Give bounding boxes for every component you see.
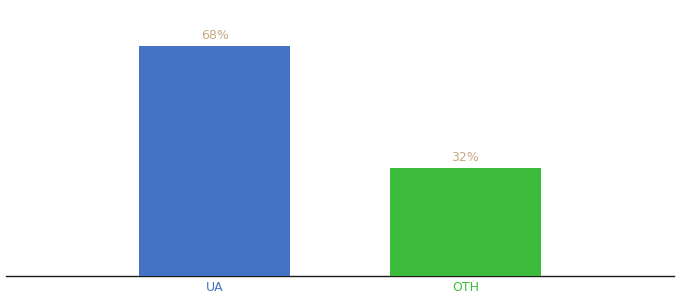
Text: 68%: 68% xyxy=(201,29,228,42)
Bar xyxy=(390,168,541,276)
Text: 32%: 32% xyxy=(452,151,479,164)
Bar xyxy=(139,46,290,276)
